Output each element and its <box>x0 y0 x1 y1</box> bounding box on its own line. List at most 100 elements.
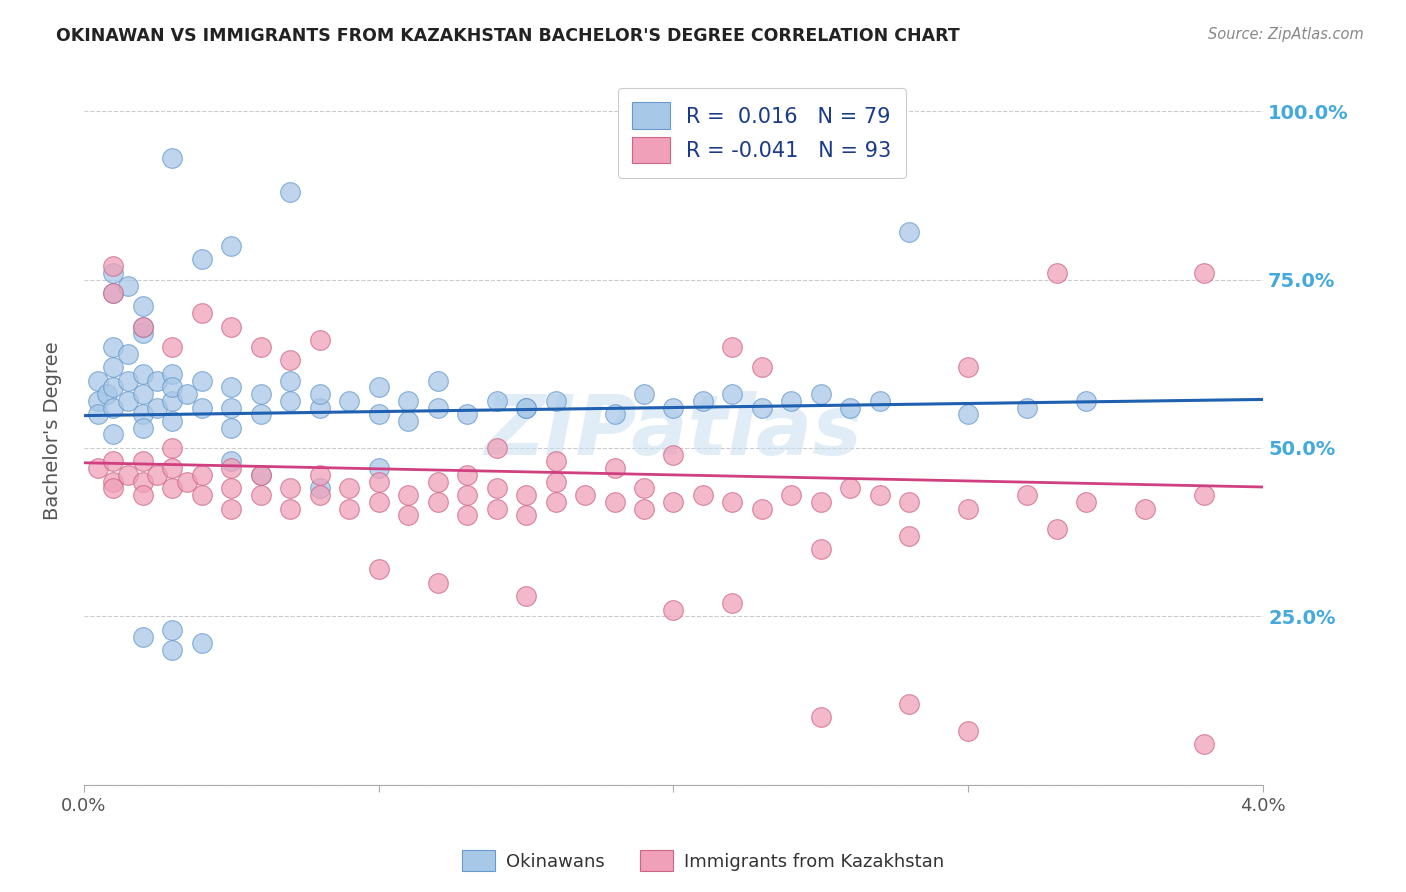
Point <box>721 495 744 509</box>
Point <box>1046 266 1069 280</box>
Point <box>780 393 803 408</box>
Point <box>101 266 124 280</box>
Point <box>131 488 153 502</box>
Point <box>160 481 183 495</box>
Point <box>456 467 478 482</box>
Point <box>869 488 891 502</box>
Point <box>101 401 124 415</box>
Point <box>160 367 183 381</box>
Point <box>190 374 212 388</box>
Point <box>160 380 183 394</box>
Point <box>131 475 153 489</box>
Point <box>131 319 153 334</box>
Point <box>957 501 980 516</box>
Point <box>219 239 242 253</box>
Point <box>721 596 744 610</box>
Point <box>190 467 212 482</box>
Point <box>117 393 139 408</box>
Point <box>101 285 124 300</box>
Point <box>692 488 714 502</box>
Point <box>219 481 242 495</box>
Point <box>190 401 212 415</box>
Point <box>1076 495 1098 509</box>
Point <box>278 185 301 199</box>
Text: Source: ZipAtlas.com: Source: ZipAtlas.com <box>1208 27 1364 42</box>
Point <box>308 387 330 401</box>
Point <box>101 427 124 442</box>
Point <box>1194 266 1216 280</box>
Point <box>146 401 169 415</box>
Point <box>396 414 419 428</box>
Point <box>662 401 685 415</box>
Point <box>190 636 212 650</box>
Point <box>1076 393 1098 408</box>
Point <box>278 374 301 388</box>
Point <box>176 475 198 489</box>
Point <box>367 380 389 394</box>
Point <box>396 393 419 408</box>
Point <box>810 710 832 724</box>
Point <box>337 481 360 495</box>
Point <box>957 407 980 421</box>
Point <box>1135 501 1157 516</box>
Point <box>485 481 508 495</box>
Point <box>1017 488 1039 502</box>
Point <box>101 340 124 354</box>
Point <box>101 475 124 489</box>
Point <box>96 387 118 401</box>
Point <box>101 360 124 375</box>
Point <box>337 393 360 408</box>
Point <box>308 333 330 347</box>
Point <box>869 393 891 408</box>
Point <box>898 226 921 240</box>
Point <box>101 481 124 495</box>
Point <box>101 380 124 394</box>
Point <box>751 360 773 375</box>
Point <box>278 501 301 516</box>
Point <box>426 495 449 509</box>
Point <box>131 630 153 644</box>
Point <box>160 151 183 165</box>
Point <box>160 340 183 354</box>
Point <box>117 346 139 360</box>
Point <box>544 495 567 509</box>
Point <box>426 374 449 388</box>
Point <box>131 407 153 421</box>
Point <box>456 508 478 523</box>
Point <box>278 353 301 368</box>
Point <box>87 407 110 421</box>
Point <box>898 495 921 509</box>
Point <box>662 495 685 509</box>
Point <box>898 528 921 542</box>
Point <box>146 467 169 482</box>
Point <box>456 488 478 502</box>
Point <box>308 467 330 482</box>
Point <box>515 508 537 523</box>
Point <box>219 421 242 435</box>
Point <box>160 393 183 408</box>
Point <box>117 279 139 293</box>
Point <box>515 589 537 603</box>
Point <box>190 306 212 320</box>
Point <box>515 488 537 502</box>
Point <box>515 401 537 415</box>
Point <box>751 501 773 516</box>
Point <box>308 481 330 495</box>
Point <box>87 461 110 475</box>
Point <box>278 481 301 495</box>
Point <box>337 501 360 516</box>
Point <box>249 467 271 482</box>
Text: OKINAWAN VS IMMIGRANTS FROM KAZAKHSTAN BACHELOR'S DEGREE CORRELATION CHART: OKINAWAN VS IMMIGRANTS FROM KAZAKHSTAN B… <box>56 27 960 45</box>
Point <box>633 387 655 401</box>
Point <box>367 475 389 489</box>
Point <box>839 481 862 495</box>
Point <box>131 367 153 381</box>
Point <box>544 454 567 468</box>
Point <box>87 374 110 388</box>
Point <box>544 393 567 408</box>
Point <box>957 723 980 738</box>
Point <box>249 467 271 482</box>
Point <box>131 421 153 435</box>
Point <box>219 319 242 334</box>
Point <box>190 488 212 502</box>
